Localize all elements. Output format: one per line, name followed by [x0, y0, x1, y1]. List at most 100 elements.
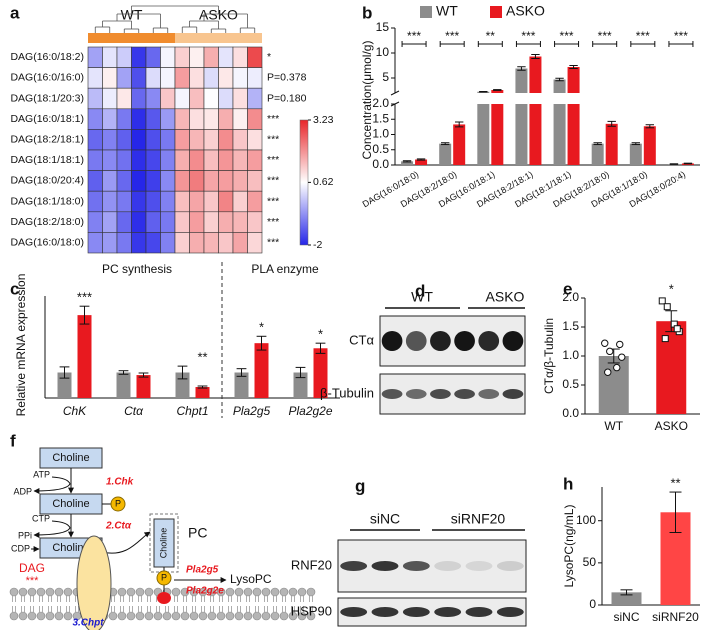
choline-label: Choline [52, 542, 89, 554]
heatmap-cell [247, 232, 263, 254]
lipid-head [288, 611, 298, 621]
heatmap-cell [145, 46, 161, 68]
blot-band [465, 607, 493, 617]
y-tick-label: 0 [589, 597, 596, 611]
heatmap-cell [131, 87, 147, 110]
phosphate [110, 496, 126, 512]
heatmap-cell [247, 170, 263, 192]
heatmap-cell [218, 190, 234, 213]
row-significance: *** [267, 154, 279, 166]
row-significance: * [267, 51, 271, 63]
heatmap-cell [189, 190, 205, 213]
heatmap-cell [102, 170, 118, 192]
blot-membrane [337, 539, 527, 593]
x-tick-label: Ctα [124, 404, 144, 418]
heatmap-cell [116, 232, 132, 254]
significance-label: *** [445, 29, 459, 43]
panel-label: g [355, 476, 365, 495]
heatmap-cell [87, 170, 103, 192]
data-point [616, 340, 624, 349]
lipid-head [261, 587, 271, 597]
heatmap-cell [160, 149, 176, 171]
y-tick-label: 1.5 [562, 319, 579, 333]
lipid-head [45, 611, 55, 621]
lipid-head [225, 587, 235, 597]
legend-label: WT [436, 3, 458, 19]
lipid-head [234, 611, 244, 621]
bar [491, 90, 504, 93]
heatmap-cell [247, 46, 263, 68]
heatmap-cell [116, 129, 132, 151]
heatmap-cell [102, 129, 118, 151]
x-tick-label: ASKO [655, 419, 688, 433]
enzyme-label: 2.Ctα [105, 521, 132, 532]
y-axis-title: CTα/β-Tubulin [542, 318, 556, 394]
axis-break [390, 90, 400, 96]
data-point [613, 363, 621, 372]
lipid-head [270, 611, 280, 621]
heatmap-cell [174, 108, 190, 130]
row-label: DAG(16:0/18:2) [10, 51, 84, 63]
bar [57, 372, 72, 398]
dag-label: DAG [19, 561, 45, 575]
bar [515, 104, 528, 165]
heatmap-cell [131, 108, 147, 130]
data-point [661, 335, 669, 343]
significance-label: ** [197, 350, 207, 365]
heatmap-cell [218, 87, 234, 110]
heatmap-cell [87, 149, 103, 171]
lipid-head [18, 587, 28, 597]
heatmap-cell [232, 87, 248, 110]
blot-band [402, 561, 430, 571]
blot-band [371, 607, 399, 617]
y-axis-title: Relative mRNA expression [14, 274, 28, 417]
heatmap-cell [145, 87, 161, 110]
blot-row-label: β-Tubulin [320, 385, 374, 400]
panel-label: h [563, 474, 573, 493]
heatmap-cell [189, 67, 205, 89]
row-label: DAG(16:0/18:1) [10, 113, 84, 125]
blot-group-label: WT [411, 289, 433, 305]
heatmap-cell [131, 170, 147, 192]
panel-label: e [563, 279, 572, 298]
group-label: ASKO [199, 7, 238, 23]
heatmap-cell [218, 46, 234, 68]
blot-group-label: siRNF20 [451, 511, 506, 527]
y-tick-label: 1.0 [562, 348, 579, 362]
blot-band [340, 607, 368, 617]
heatmap-cell [232, 67, 248, 89]
heatmap-cell [189, 211, 205, 233]
lipid-head [63, 587, 73, 597]
heatmap-cell [247, 149, 263, 171]
phosphate [156, 570, 172, 586]
bar [254, 343, 269, 398]
ppi-label: PPi [18, 530, 32, 540]
significance-label: *** [407, 29, 421, 43]
heatmap-cell [160, 87, 176, 110]
heatmap-cell [160, 190, 176, 213]
heatmap-cell [102, 67, 118, 89]
bar [598, 356, 629, 414]
lipid-head [117, 587, 127, 597]
heatmap-cell [247, 211, 263, 233]
heatmap-cell [87, 67, 103, 89]
lipid-head [135, 611, 145, 621]
row-label: DAG(18:1/18:1) [10, 154, 84, 166]
heatmap-cell [160, 46, 176, 68]
choline-label: Choline [52, 452, 89, 464]
heatmap-cell [174, 190, 190, 213]
bar [136, 375, 151, 398]
row-significance: *** [267, 113, 279, 125]
bar [491, 104, 504, 165]
lipid-head [171, 611, 181, 621]
bar [77, 315, 92, 398]
y-tick-label: 0.5 [562, 377, 579, 391]
heatmap-cell [174, 87, 190, 110]
blot-membrane [337, 597, 527, 627]
y-tick-label: 10 [376, 45, 390, 59]
pla-label: Pla2g5 [186, 565, 219, 576]
row-significance: *** [267, 236, 279, 248]
y-tick-label: 1.5 [372, 111, 389, 125]
arrow [33, 476, 71, 494]
blot-band [434, 607, 462, 617]
